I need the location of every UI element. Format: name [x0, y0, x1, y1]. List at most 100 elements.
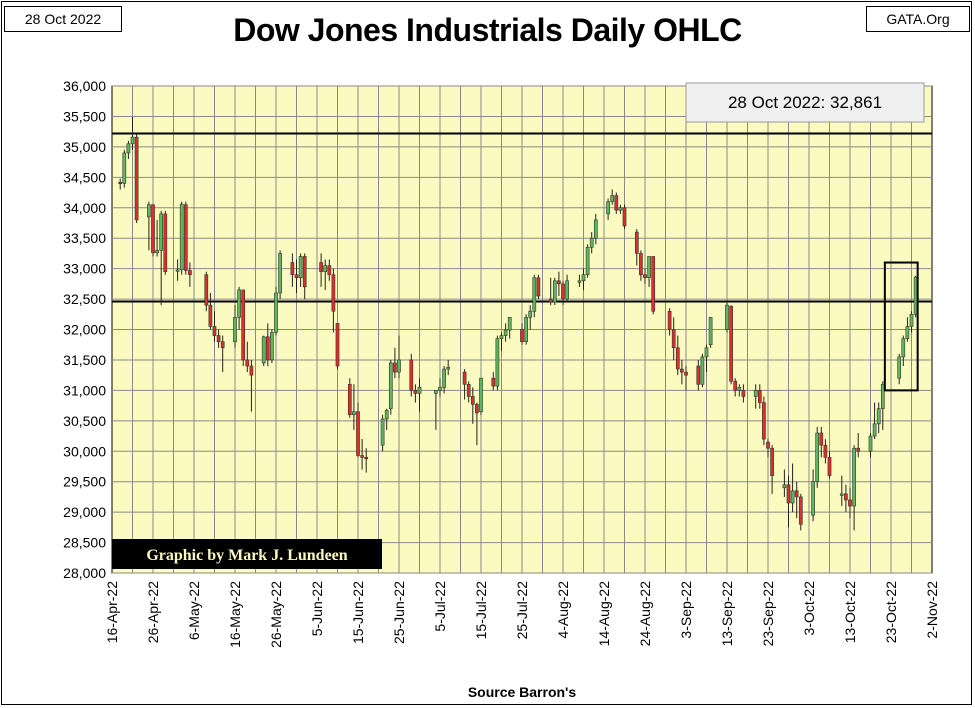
candle-body: [159, 213, 164, 251]
x-tick-label: 26-May-22: [268, 581, 284, 648]
candle-body: [536, 277, 541, 297]
candle: [409, 353, 414, 397]
candle-body: [417, 387, 422, 394]
y-tick-label: 32,500: [63, 291, 106, 307]
x-axis-label: Source Barron's: [468, 684, 577, 700]
candle: [118, 178, 123, 190]
candle-body: [741, 390, 746, 397]
candle-body: [610, 195, 615, 202]
candle: [155, 219, 159, 257]
candle: [770, 445, 774, 494]
candle-body: [614, 195, 619, 211]
candle: [249, 359, 254, 412]
candle: [725, 302, 729, 333]
candle: [565, 274, 569, 303]
x-tick-label: 5-Jun-22: [309, 581, 325, 636]
candle-body: [352, 411, 356, 416]
candle-body: [216, 335, 221, 342]
candle-body: [561, 283, 565, 300]
candle-body: [388, 362, 393, 409]
candle-body: [438, 387, 442, 391]
candle-body: [331, 274, 336, 312]
candle: [335, 323, 340, 370]
candle: [856, 432, 861, 458]
candle: [270, 329, 274, 363]
candle-body: [151, 204, 155, 254]
x-tick-label: 6-May-22: [186, 581, 202, 640]
candle: [639, 250, 643, 281]
candle: [901, 335, 906, 367]
candle-body: [786, 484, 791, 504]
candle: [479, 377, 483, 415]
candle-body: [335, 323, 340, 367]
candle-body: [261, 336, 266, 364]
candle-body: [680, 368, 684, 373]
candle: [294, 259, 299, 293]
candle-body: [319, 262, 323, 272]
candle: [823, 439, 828, 464]
y-tick-label: 28,500: [63, 535, 106, 551]
candle-body: [495, 338, 500, 387]
candle-body: [729, 306, 733, 382]
candle: [581, 268, 586, 290]
candle-body: [868, 435, 873, 452]
candle-body: [212, 326, 217, 336]
candle-body: [905, 326, 910, 339]
x-tick-label: 16-May-22: [227, 581, 243, 648]
highlight-box: [883, 261, 919, 392]
candle: [708, 317, 713, 348]
candle-body: [798, 496, 803, 525]
candle: [212, 311, 217, 342]
candle: [704, 344, 709, 373]
candle: [909, 311, 914, 333]
candle-body: [762, 402, 766, 440]
candle-body: [507, 317, 512, 331]
candle: [815, 426, 820, 488]
candle: [384, 408, 389, 430]
candle-body: [524, 317, 528, 342]
y-tick-label: 31,500: [63, 352, 106, 368]
candle: [766, 439, 770, 458]
candle-body: [397, 359, 401, 373]
candle: [393, 347, 397, 379]
x-tick-label: 16-Apr-22: [104, 581, 120, 643]
y-tick-label: 33,000: [63, 261, 106, 277]
candle: [897, 353, 902, 385]
candle-body: [491, 377, 496, 387]
x-tick-label: 24-Aug-22: [637, 581, 653, 647]
candle: [179, 201, 184, 275]
x-tick-label: 23-Sep-22: [760, 581, 776, 647]
candle: [737, 384, 742, 397]
candle-body: [675, 347, 680, 370]
candle: [868, 432, 873, 458]
candle-body: [208, 304, 213, 327]
candle-body: [323, 265, 328, 272]
candle-body: [757, 390, 762, 403]
candle-body: [753, 390, 758, 397]
candle-body: [622, 207, 627, 227]
candle: [413, 384, 418, 403]
candle: [352, 384, 356, 430]
candle-body: [725, 304, 729, 330]
candle-body: [790, 490, 795, 504]
candle: [671, 317, 676, 360]
candle: [475, 402, 479, 446]
candle-body: [470, 396, 475, 405]
candle-body: [356, 411, 360, 456]
candle-body: [122, 152, 127, 184]
candle-body: [360, 455, 364, 458]
candle-body: [647, 256, 651, 279]
candle-body: [245, 359, 250, 367]
candle-body: [909, 313, 914, 327]
candle: [647, 256, 651, 287]
x-tick-label: 4-Aug-22: [555, 581, 571, 639]
site-label: GATA.Org: [866, 6, 970, 32]
candle-body: [118, 181, 123, 184]
candle-body: [823, 444, 828, 458]
candle: [175, 259, 180, 281]
candle: [606, 198, 610, 220]
candle: [757, 384, 762, 409]
candle: [876, 402, 881, 433]
candle: [278, 250, 282, 300]
last-close-label: 28 Oct 2022: 32,861: [728, 93, 882, 112]
